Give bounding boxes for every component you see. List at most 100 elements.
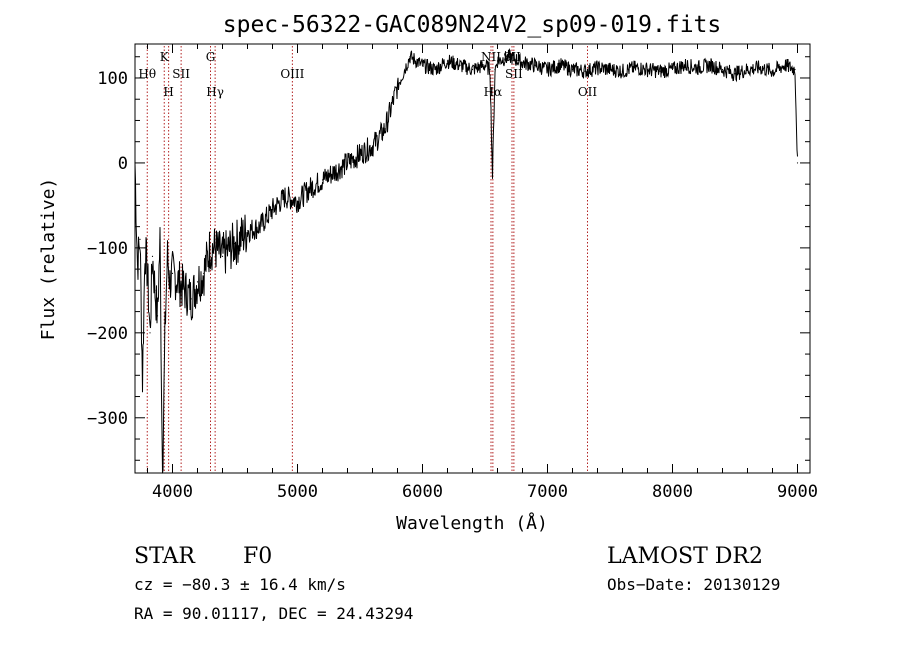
spectrum-anchor-point xyxy=(559,64,561,66)
spectrum-anchor-point xyxy=(178,281,180,283)
spectrum-anchor-point xyxy=(534,64,536,66)
spectrum-anchor-point xyxy=(796,162,799,164)
x-tick-label: 5000 xyxy=(277,482,318,502)
spectrum-anchor-point xyxy=(156,315,159,317)
spectrum-anchor-point xyxy=(166,255,169,257)
y-tick-label: 100 xyxy=(97,69,128,89)
x-tick-label: 9000 xyxy=(777,482,818,502)
spectrum-anchor-point xyxy=(309,187,311,190)
spectrum-anchor-point xyxy=(164,332,166,334)
emission-line-label: OIII xyxy=(280,67,304,81)
spectrum-anchor-point xyxy=(489,68,491,71)
emission-line-label: H xyxy=(163,85,173,99)
spectrum-anchor-point xyxy=(171,272,174,274)
spectrum-anchor-point xyxy=(139,238,141,240)
spectrum-anchor-point xyxy=(371,145,374,147)
spectrum-anchor-point xyxy=(384,128,386,130)
y-tick-label: −200 xyxy=(87,324,128,344)
y-axis-label: Flux (relative) xyxy=(38,178,59,341)
spectrum-anchor-point xyxy=(484,64,486,66)
spectrum-anchor-point xyxy=(634,67,636,69)
spectrum-anchor-point xyxy=(184,289,186,291)
emission-line-label: OII xyxy=(578,85,598,99)
spectrum-anchor-point xyxy=(196,281,199,283)
spectrum-anchor-point xyxy=(209,247,211,249)
spectrum-series xyxy=(134,48,799,474)
x-tick-label: 4000 xyxy=(152,482,193,502)
spectrum-anchor-point xyxy=(494,68,496,71)
spectrum-anchor-point xyxy=(334,170,336,173)
spectrum-anchor-point xyxy=(684,64,686,66)
x-tick-label: 8000 xyxy=(652,482,693,502)
spectrum-anchor-point xyxy=(234,243,236,245)
spectrum-anchor-point xyxy=(521,62,524,64)
spectrum-anchor-point xyxy=(709,64,711,66)
spectrum-anchor-point xyxy=(136,264,139,266)
spectrum-anchor-point xyxy=(609,68,611,71)
obs-date: Obs−Date: 20130129 xyxy=(607,575,780,594)
spectrum-anchor-point xyxy=(621,70,624,72)
spectrum-anchor-point xyxy=(151,255,154,257)
spectrum-anchor-point xyxy=(646,68,649,71)
survey-name: LAMOST DR2 xyxy=(607,544,763,569)
spectrum-anchor-point xyxy=(321,179,324,181)
spectrum-anchor-point xyxy=(421,64,424,66)
spectrum-anchor-point xyxy=(721,68,724,71)
spectrum-anchor-point xyxy=(546,68,549,71)
spectrum-anchor-point xyxy=(459,64,461,66)
spectrum-anchor-point xyxy=(165,289,167,291)
object-subclass: F0 xyxy=(243,544,272,569)
spectrum-anchor-point xyxy=(509,56,511,58)
spectrum-anchor-point xyxy=(571,68,574,71)
spectrum-anchor-point xyxy=(149,332,151,334)
spectrum-anchor-point xyxy=(446,60,449,62)
spectrum-anchor-point xyxy=(190,298,192,300)
spectrum-anchor-point xyxy=(771,70,774,72)
spectrum-anchor-point xyxy=(659,70,661,72)
spectrum-anchor-point xyxy=(154,289,156,291)
spectrum-anchor-point xyxy=(221,255,224,257)
spectrum-anchor-point xyxy=(169,281,171,283)
x-tick-label: 7000 xyxy=(527,482,568,502)
emission-line-label: Hα xyxy=(484,85,503,99)
spectrum-anchor-point xyxy=(491,175,494,177)
emission-line-label: K xyxy=(160,50,170,64)
spectrum-anchor-point xyxy=(271,209,274,211)
spectrum-anchor-point xyxy=(794,68,796,71)
x-axis-label: Wavelength (Å) xyxy=(396,512,548,534)
emission-line-label: SII xyxy=(172,67,190,81)
spectrum-anchor-point xyxy=(346,162,349,164)
y-tick-label: −300 xyxy=(87,409,128,429)
spectrum-anchor-point xyxy=(296,200,299,202)
coordinates: RA = 90.01117, DEC = 24.43294 xyxy=(134,604,413,623)
spectrum-anchor-point xyxy=(214,247,216,249)
spectrum-anchor-point xyxy=(146,272,149,274)
spectrum-anchor-point xyxy=(671,68,674,71)
spectrum-anchor-point xyxy=(784,64,786,66)
y-tick-label: 0 xyxy=(118,154,128,174)
y-tick-label: −100 xyxy=(87,239,128,259)
emission-line-label: Hγ xyxy=(206,85,224,99)
spectrum-anchor-point xyxy=(759,67,761,69)
spectrum-anchor-point xyxy=(159,238,161,240)
spectrum-anchor-point xyxy=(246,230,249,232)
spectrum-anchor-point xyxy=(203,272,205,274)
emission-line-label: G xyxy=(206,50,216,64)
velocity-readout: cz = −80.3 ± 16.4 km/s xyxy=(134,575,346,594)
spectrum-anchor-point xyxy=(471,68,474,71)
x-axis-ticks: 4000 5000 6000 7000 8000 9000 xyxy=(147,44,818,502)
spectrum-anchor-point xyxy=(141,378,144,381)
spectrum-anchor-point xyxy=(409,56,411,58)
spectrum-anchor-point xyxy=(734,73,736,75)
emission-line-label: Hθ xyxy=(138,67,156,81)
emission-line-label: SII xyxy=(505,67,523,81)
spectrum-anchor-point xyxy=(284,196,286,198)
y-axis-ticks: 100 0 −100 −200 −300 xyxy=(87,56,810,461)
chart-title: spec-56322-GAC089N24V2_sp09-019.fits xyxy=(223,12,722,38)
spectrum-anchor-point xyxy=(584,70,586,72)
spectrum-anchor-point xyxy=(359,153,361,156)
emission-line-markers xyxy=(146,46,588,473)
spectrum-anchor-point xyxy=(496,60,499,62)
